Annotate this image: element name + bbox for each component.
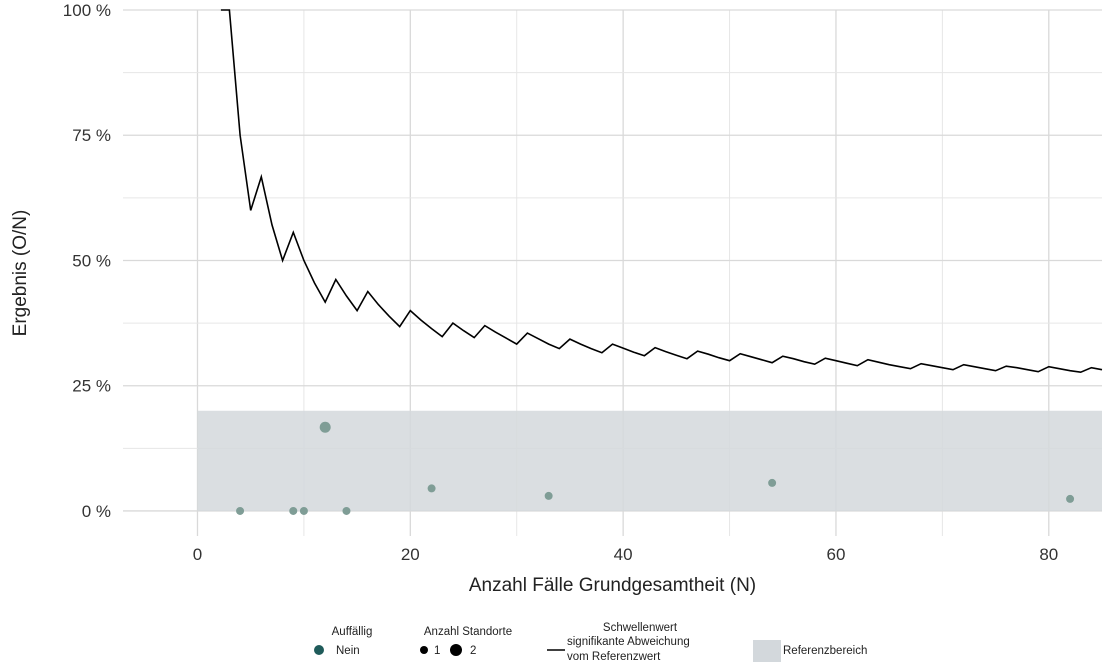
legend-standorte-item-1: 1 [434,645,440,657]
data-point [342,506,351,515]
reference-band [197,410,1102,511]
data-point [768,478,777,487]
data-point [1066,494,1075,503]
data-point [236,506,245,515]
x-tick-label: 80 [1039,545,1058,564]
y-tick-label: 25 % [72,377,111,396]
legend-auffaellig-dot-icon [314,645,324,655]
x-tick-label: 40 [614,545,633,564]
legend-auffaellig-item: Nein [336,645,360,657]
x-tick-label: 20 [401,545,420,564]
x-tick-label: 60 [827,545,846,564]
legend-reference-swatch-icon [753,640,781,662]
data-points [236,421,1075,515]
threshold-line-group [220,9,1103,374]
legend-schwelle-title: Schwellenwert [603,622,678,634]
threshold-line [220,9,1103,374]
y-tick-label: 100 % [63,1,111,20]
legend-schwelle-line2: vom Referenzwert [567,651,661,663]
y-axis-title: Ergebnis (O/N) [10,210,31,337]
x-tick-label: 0 [193,545,202,564]
legend-standorte-item-2: 2 [470,645,476,657]
legend-auffaellig-title: Auffällig [332,626,373,638]
legend-referenz-label: Referenzbereich [783,645,867,657]
tick-labels: 0 % 25 % 50 % 75 % 100 % 0 20 40 60 80 [63,1,1058,564]
legend: Auffällig Nein Anzahl Standorte 1 2 Schw… [314,622,867,663]
y-tick-label: 75 % [72,126,111,145]
y-tick-label: 50 % [72,251,111,270]
data-point [544,491,553,500]
y-tick-label: 0 % [82,502,111,521]
legend-schwelle-line1: signifikante Abweichung [567,636,690,648]
legend-standorte-title: Anzahl Standorte [424,626,512,638]
data-point [319,421,331,433]
x-axis-title: Anzahl Fälle Grundgesamtheit (N) [469,575,756,596]
data-point [427,484,436,493]
legend-standorte-small-dot-icon [420,646,428,654]
data-point [289,506,298,515]
data-point [299,506,308,515]
legend-standorte-large-dot-icon [450,644,462,656]
